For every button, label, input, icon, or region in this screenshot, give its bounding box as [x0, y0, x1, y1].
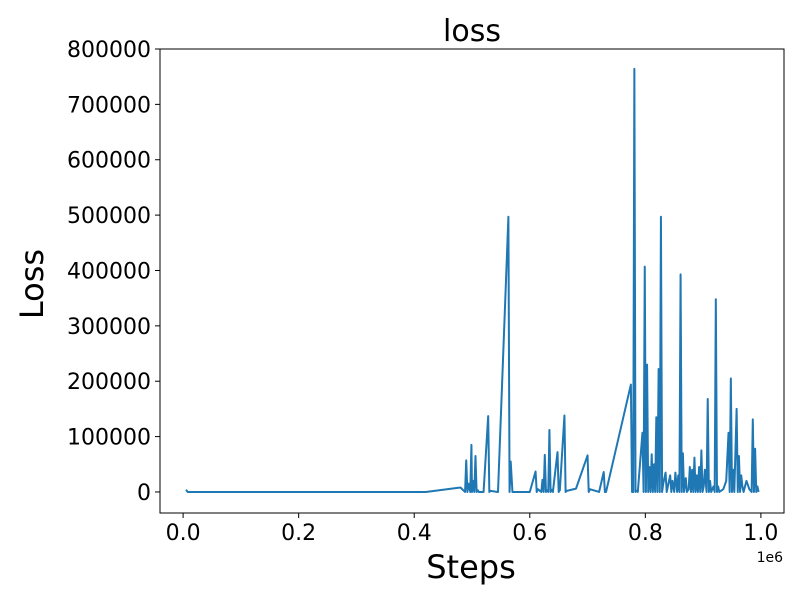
y-tick-label: 300000	[67, 315, 151, 340]
x-axis-offset-label: 1e6	[757, 550, 784, 566]
x-tick-label: 0.4	[397, 521, 432, 546]
x-tick-label: 0.6	[512, 521, 547, 546]
series-line-0	[185, 67, 760, 493]
x-axis-label: Steps	[426, 548, 516, 586]
y-axis-label: Loss	[13, 249, 51, 319]
y-tick-label: 500000	[67, 204, 151, 229]
x-tick-label: 1.0	[743, 521, 778, 546]
y-tick-label: 100000	[67, 426, 151, 451]
y-tick-label: 600000	[67, 149, 151, 174]
x-tick-label: 0.2	[281, 521, 316, 546]
axes: 0.0 0.2 0.4 0.6 0.8 1.0 0 100000 200000 300000 400…	[67, 38, 785, 546]
plot-area	[185, 67, 760, 493]
y-tick-label: 700000	[67, 93, 151, 118]
x-tick-label: 0.8	[628, 521, 663, 546]
x-tick-label: 0.0	[166, 521, 201, 546]
axes-frame	[159, 48, 785, 514]
y-tick-label: 200000	[67, 370, 151, 395]
y-tick-label: 800000	[67, 38, 151, 63]
chart-title: loss	[443, 14, 501, 49]
y-tick-label: 400000	[67, 259, 151, 284]
y-tick-label: 0	[137, 481, 151, 506]
